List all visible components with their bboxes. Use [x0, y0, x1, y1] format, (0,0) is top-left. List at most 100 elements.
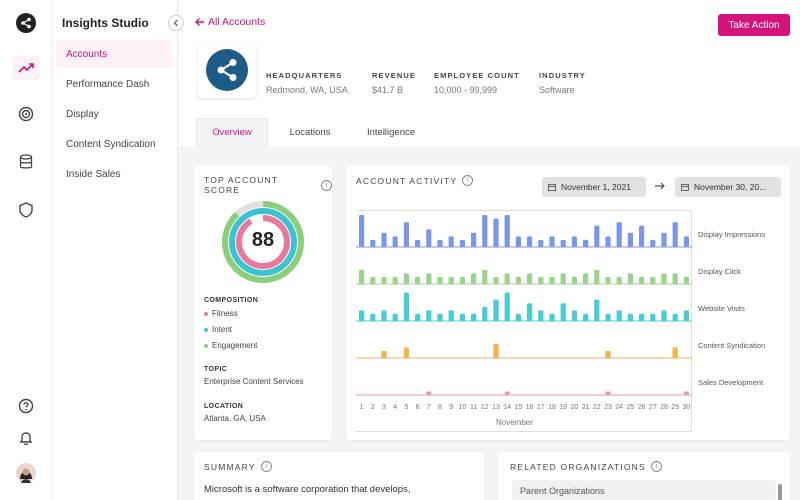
collapse-sidebar-button[interactable]	[168, 15, 184, 31]
activity-bar[interactable]	[415, 313, 421, 321]
activity-bar[interactable]	[504, 215, 510, 247]
activity-bar[interactable]	[616, 276, 622, 284]
activity-bar[interactable]	[650, 313, 656, 321]
activity-bar[interactable]	[359, 269, 365, 284]
activity-bar[interactable]	[683, 391, 689, 395]
activity-bar[interactable]	[683, 310, 689, 321]
activity-bar[interactable]	[370, 276, 376, 284]
activity-bar[interactable]	[493, 299, 499, 321]
activity-bar[interactable]	[403, 347, 409, 358]
activity-bar[interactable]	[482, 306, 488, 321]
activity-bar[interactable]	[560, 239, 566, 247]
activity-bar[interactable]	[426, 229, 432, 247]
activity-bar[interactable]	[661, 310, 667, 321]
activity-bar[interactable]	[426, 391, 432, 395]
activity-bar[interactable]	[538, 310, 544, 321]
activity-bar[interactable]	[583, 239, 589, 247]
activity-bar[interactable]	[504, 292, 510, 321]
activity-bar[interactable]	[527, 236, 533, 247]
activity-bar[interactable]	[594, 225, 600, 247]
activity-bar[interactable]	[538, 239, 544, 247]
activity-bar[interactable]	[639, 313, 645, 321]
nav-item-performance-dash[interactable]: Performance Dash	[66, 79, 150, 90]
database-icon[interactable]	[16, 152, 36, 172]
info-icon[interactable]: i	[650, 461, 662, 472]
activity-bar[interactable]	[515, 236, 521, 247]
activity-bar[interactable]	[583, 313, 589, 321]
activity-bar[interactable]	[571, 310, 577, 321]
activity-bar[interactable]	[672, 273, 678, 284]
activity-bar[interactable]	[459, 313, 465, 321]
activity-bar[interactable]	[605, 276, 611, 284]
avatar[interactable]	[16, 463, 36, 483]
help-icon[interactable]	[16, 396, 36, 416]
activity-bar[interactable]	[639, 276, 645, 284]
activity-bar[interactable]	[359, 215, 365, 247]
tab-intelligence[interactable]: Intelligence	[366, 126, 416, 138]
scrollbar[interactable]	[778, 484, 782, 500]
activity-bar[interactable]	[683, 276, 689, 284]
activity-bar[interactable]	[683, 236, 689, 247]
activity-bar[interactable]	[370, 313, 376, 321]
activity-bar[interactable]	[448, 310, 454, 321]
back-link[interactable]: All Accounts	[195, 16, 265, 28]
activity-bar[interactable]	[459, 276, 465, 284]
activity-bar[interactable]	[538, 276, 544, 284]
activity-bar[interactable]	[392, 313, 398, 321]
activity-bar[interactable]	[527, 303, 533, 321]
activity-bar[interactable]	[437, 239, 443, 247]
activity-bar[interactable]	[650, 276, 656, 284]
activity-bar[interactable]	[560, 273, 566, 284]
activity-bar[interactable]	[392, 236, 398, 247]
activity-bar[interactable]	[515, 313, 521, 321]
activity-bar[interactable]	[381, 350, 387, 358]
activity-bar[interactable]	[381, 276, 387, 284]
activity-bar[interactable]	[571, 276, 577, 284]
activity-bar[interactable]	[426, 273, 432, 284]
activity-bar[interactable]	[403, 222, 409, 247]
activity-bar[interactable]	[549, 236, 555, 247]
activity-bar[interactable]	[605, 313, 611, 321]
activity-bar[interactable]	[403, 273, 409, 284]
share-icon[interactable]	[16, 13, 36, 33]
activity-bar[interactable]	[437, 276, 443, 284]
activity-bar[interactable]	[672, 222, 678, 247]
activity-bar[interactable]	[504, 391, 510, 395]
trend-icon[interactable]	[12, 56, 40, 80]
activity-bar[interactable]	[437, 313, 443, 321]
activity-bar[interactable]	[583, 273, 589, 284]
activity-bar[interactable]	[448, 236, 454, 247]
tab-overview[interactable]: Overview	[196, 118, 268, 146]
activity-bar[interactable]	[471, 273, 477, 284]
nav-item-display[interactable]: Display	[66, 109, 99, 120]
nav-item-inside-sales[interactable]: Inside Sales	[66, 169, 121, 180]
activity-bar[interactable]	[605, 391, 611, 395]
activity-bar[interactable]	[504, 273, 510, 284]
date-to-button[interactable]: November 30, 20...	[675, 177, 781, 197]
activity-bar[interactable]	[493, 218, 499, 247]
activity-bar[interactable]	[594, 269, 600, 284]
activity-bar[interactable]	[627, 232, 633, 247]
activity-bar[interactable]	[392, 276, 398, 284]
info-icon[interactable]: i	[321, 179, 332, 191]
activity-bar[interactable]	[639, 225, 645, 247]
target-icon[interactable]	[16, 104, 36, 124]
nav-item-content-syndication[interactable]: Content Syndication	[66, 139, 156, 150]
activity-bar[interactable]	[415, 276, 421, 284]
activity-bar[interactable]	[493, 276, 499, 284]
activity-bar[interactable]	[527, 273, 533, 284]
activity-bar[interactable]	[616, 222, 622, 247]
activity-bar[interactable]	[370, 239, 376, 247]
take-action-button[interactable]: Take Action	[718, 14, 790, 36]
activity-bar[interactable]	[661, 232, 667, 247]
activity-bar[interactable]	[571, 236, 577, 247]
activity-bar[interactable]	[381, 232, 387, 247]
activity-bar[interactable]	[605, 350, 611, 358]
activity-bar[interactable]	[403, 292, 409, 321]
activity-bar[interactable]	[415, 239, 421, 247]
activity-bar[interactable]	[616, 310, 622, 321]
activity-bar[interactable]	[471, 232, 477, 247]
activity-bar[interactable]	[549, 313, 555, 321]
activity-bar[interactable]	[661, 273, 667, 284]
activity-bar[interactable]	[381, 310, 387, 321]
